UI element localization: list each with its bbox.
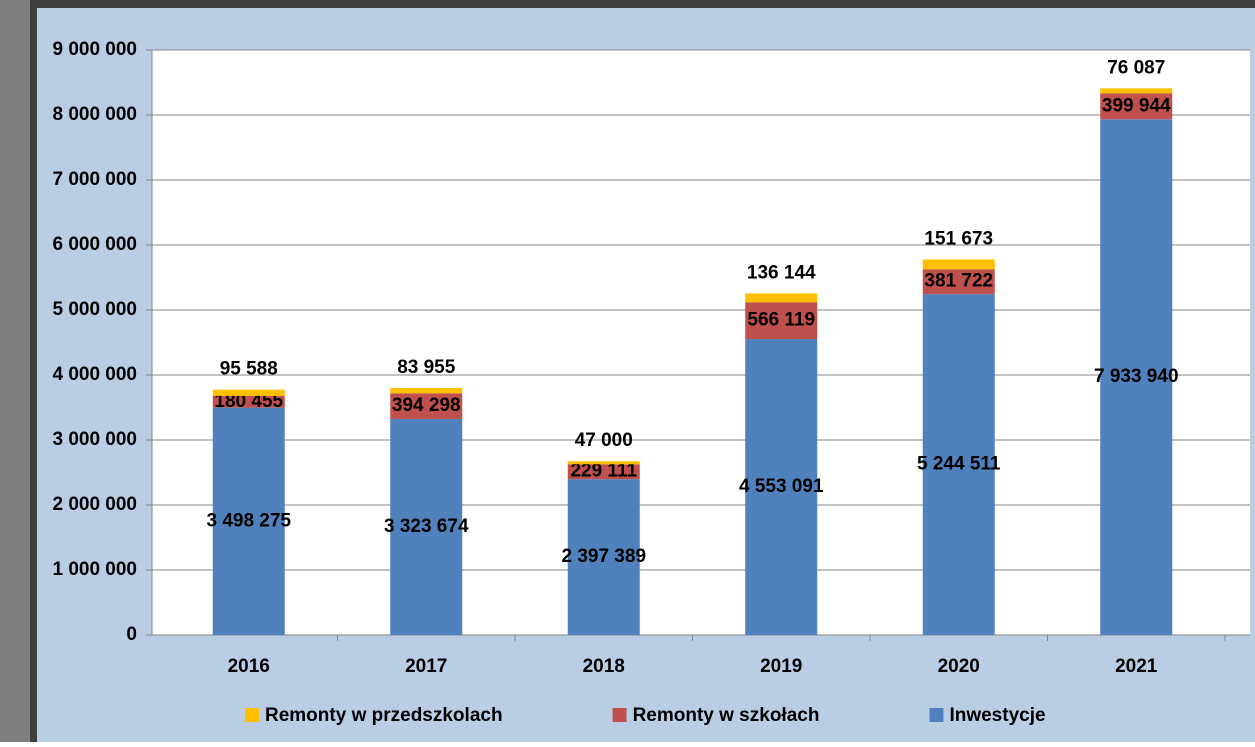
y-tick-label: 3 000 000: [52, 429, 137, 450]
legend-marker: [245, 708, 259, 722]
x-tick-label: 2021: [1115, 656, 1158, 677]
data-label: 180 455: [214, 391, 283, 412]
bar-segment: [212, 407, 285, 635]
data-label: 7 933 940: [1094, 366, 1179, 387]
bar-segment: [1100, 119, 1173, 636]
data-label: 3 323 674: [384, 516, 469, 537]
data-label: 566 119: [747, 310, 815, 331]
x-tick-label: 2017: [405, 656, 447, 677]
bar-segment: [567, 464, 640, 480]
data-label: 4 553 091: [739, 476, 824, 497]
data-label: 5 244 511: [917, 454, 1001, 475]
bar-segment: [922, 259, 995, 270]
x-tick-label: 2019: [760, 656, 802, 677]
data-label: 3 498 275: [206, 510, 291, 531]
bar-segment: [745, 302, 818, 340]
legend-marker: [612, 708, 627, 722]
bar-segment: [922, 269, 995, 295]
bar-segment: [1100, 93, 1173, 120]
x-tick-label: 2016: [228, 656, 270, 677]
plot-area: [152, 50, 1250, 635]
y-tick-label: 7 000 000: [52, 169, 137, 190]
bar-segment: [212, 395, 285, 408]
data-label: 83 955: [397, 357, 456, 378]
data-label: 95 588: [220, 359, 278, 380]
data-label: 76 087: [1107, 57, 1165, 78]
y-tick-label: 4 000 000: [52, 364, 137, 385]
y-tick-label: 5 000 000: [52, 299, 137, 320]
bar-segment: [1100, 88, 1173, 94]
bar-segment: [567, 461, 640, 465]
data-label: 399 944: [1102, 95, 1171, 116]
y-tick-label: 0: [126, 624, 137, 645]
x-tick-label: 2020: [938, 656, 980, 677]
bar-segment: [390, 418, 463, 635]
legend-label: Remonty w szkołach: [633, 705, 820, 726]
data-label: 381 722: [924, 271, 993, 292]
bar-segment: [567, 479, 640, 635]
data-label: 151 673: [924, 228, 993, 249]
legend-label: Inwestycje: [949, 705, 1045, 726]
y-tick-label: 1 000 000: [52, 559, 137, 580]
y-tick-label: 8 000 000: [52, 104, 137, 125]
data-label: 394 298: [392, 395, 461, 416]
y-tick-label: 6 000 000: [52, 234, 137, 255]
bar-segment: [390, 387, 463, 394]
y-tick-label: 9 000 000: [52, 39, 137, 60]
bar-segment: [745, 339, 818, 635]
legend-marker: [929, 708, 944, 722]
data-label: 229 111: [570, 461, 637, 482]
x-tick-label: 2018: [583, 656, 625, 677]
data-label: 2 397 389: [561, 546, 646, 567]
data-label: 47 000: [575, 430, 633, 451]
bar-segment: [212, 389, 285, 396]
data-label: 136 144: [747, 262, 816, 283]
bar-segment: [745, 293, 818, 303]
bar-segment: [922, 294, 995, 635]
legend-label: Remonty w przedszkolach: [265, 705, 503, 726]
y-tick-label: 2 000 000: [52, 494, 137, 515]
bar-segment: [390, 393, 463, 419]
